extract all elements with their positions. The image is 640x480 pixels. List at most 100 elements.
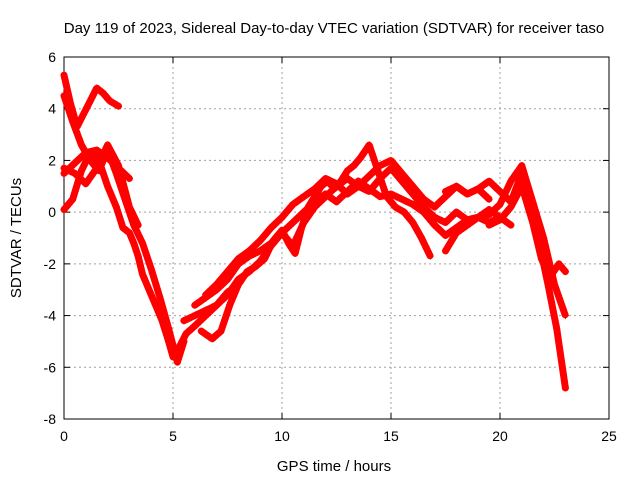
data-point	[182, 330, 190, 338]
data-point	[173, 358, 181, 366]
data-point	[191, 301, 199, 309]
data-point	[333, 180, 340, 188]
data-point	[365, 172, 373, 180]
data-point	[125, 203, 133, 211]
data-point	[256, 237, 264, 245]
data-point	[442, 247, 449, 255]
data-point	[147, 265, 155, 273]
x-axis-label: GPS time / hours	[277, 458, 391, 475]
data-point	[409, 200, 417, 208]
data-point	[125, 175, 133, 183]
data-point	[507, 177, 515, 185]
data-point	[507, 203, 515, 211]
data-point	[442, 187, 449, 195]
data-point	[452, 182, 460, 190]
data-point	[452, 208, 460, 216]
data-point	[387, 156, 395, 164]
data-point	[145, 286, 153, 294]
data-point	[561, 268, 569, 276]
data-point	[180, 317, 188, 325]
data-point	[69, 195, 77, 203]
y-tick-label: -6	[44, 359, 57, 375]
data-point	[518, 169, 526, 177]
data-point	[82, 149, 90, 157]
data-point	[267, 224, 275, 232]
data-point	[71, 159, 79, 167]
data-point	[431, 213, 439, 221]
data-point	[180, 337, 188, 345]
chart-title: Day 119 of 2023, Sidereal Day-to-day VTE…	[64, 20, 605, 37]
data-point	[356, 154, 364, 162]
data-point	[474, 185, 482, 193]
data-point	[115, 102, 122, 110]
data-point	[418, 234, 426, 242]
data-point	[60, 71, 68, 79]
data-point	[86, 156, 94, 164]
y-axis-label: SDTVAR / TECUs	[8, 178, 25, 298]
data-point	[224, 268, 231, 276]
data-point	[93, 84, 101, 92]
data-point	[376, 193, 384, 201]
data-point	[60, 164, 68, 172]
data-point	[391, 203, 399, 211]
data-point	[409, 182, 417, 190]
y-tick-label: -2	[44, 256, 57, 272]
series-trace-5-core	[62, 143, 140, 227]
gridlines	[64, 57, 609, 419]
data-point	[289, 200, 297, 208]
data-point	[485, 211, 493, 219]
data-point	[496, 200, 504, 208]
data-point	[518, 182, 526, 190]
data-point	[529, 218, 537, 226]
data-point	[69, 118, 77, 126]
data-point	[165, 325, 173, 332]
x-tick-label: 15	[383, 428, 399, 444]
data-point	[420, 203, 428, 211]
data-point	[99, 89, 107, 97]
data-point	[80, 110, 88, 118]
data-point	[224, 291, 231, 299]
data-point	[77, 167, 85, 175]
data-point	[256, 247, 264, 255]
data-point	[77, 141, 85, 149]
data-point	[400, 208, 408, 216]
data-point	[365, 141, 373, 149]
data-point	[217, 327, 225, 335]
data-point	[387, 190, 395, 198]
data-point	[134, 221, 142, 229]
data-point	[289, 242, 297, 250]
data-point	[322, 175, 330, 183]
data-point	[398, 169, 406, 177]
data-point	[60, 92, 68, 100]
data-point	[197, 327, 205, 335]
data-point	[152, 301, 160, 309]
data-point	[426, 252, 434, 260]
data-point	[409, 218, 417, 226]
data-point	[138, 239, 146, 247]
data-point	[485, 177, 493, 185]
data-point	[452, 229, 460, 237]
data-point	[376, 162, 384, 170]
data-point	[278, 213, 286, 221]
data-point	[234, 255, 242, 263]
data-point	[442, 231, 449, 239]
data-point	[134, 252, 142, 260]
data-point	[208, 335, 216, 343]
data-point	[289, 218, 297, 226]
y-tick-label: 6	[48, 49, 56, 65]
data-point	[311, 203, 319, 211]
x-tick-label: 20	[492, 428, 508, 444]
data-point	[234, 275, 242, 283]
data-point	[60, 206, 68, 214]
data-point	[322, 193, 330, 201]
data-point	[546, 273, 554, 281]
y-tick-label: -8	[44, 411, 57, 427]
data-point	[551, 281, 558, 289]
data-point	[300, 193, 308, 201]
data-point	[245, 268, 253, 276]
data-point	[474, 213, 482, 221]
data-point	[112, 203, 120, 211]
data-point	[191, 312, 199, 320]
y-tick-label: -4	[44, 308, 57, 324]
